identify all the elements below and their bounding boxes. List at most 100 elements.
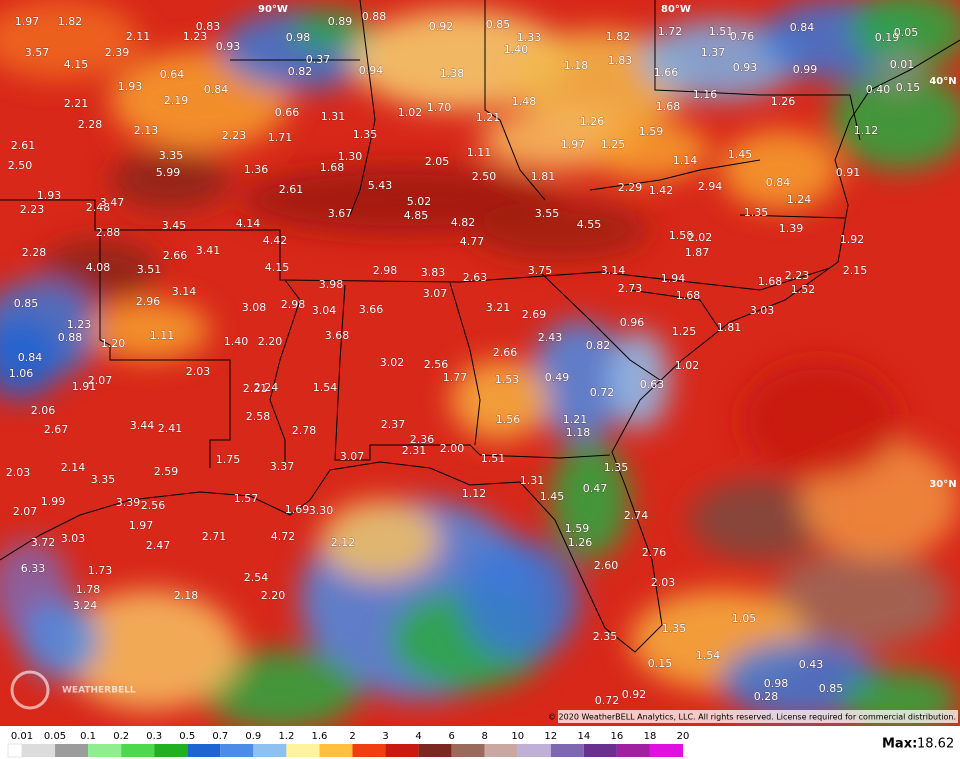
precip-value: 3.03 [61,532,86,545]
precip-blob [0,320,60,400]
precip-value: 2.50 [472,170,497,183]
precip-value: 2.24 [254,381,279,394]
precip-value: 2.23 [222,129,247,142]
precip-value: 1.12 [854,124,879,137]
precip-value: 0.85 [819,682,844,695]
precip-blob [850,0,960,70]
precip-value: 0.76 [730,30,755,43]
precip-value: 1.31 [520,474,545,487]
precip-value: 3.21 [486,301,511,314]
copyright-bg [558,710,958,723]
precip-value: 2.61 [279,183,304,196]
precip-value: 3.39 [116,496,141,509]
precip-value: 1.73 [88,564,113,577]
precip-value: 2.14 [61,461,86,474]
precip-blob [90,300,210,360]
precip-value: 2.23 [20,203,45,216]
precip-value: 2.05 [425,155,450,168]
precip-value: 0.91 [836,166,861,179]
legend-tick-label: 2 [349,731,355,742]
precip-value: 0.92 [429,20,454,33]
precip-value: 6.33 [21,562,46,575]
precip-value: 1.75 [216,453,241,466]
legend-tick-label: 0.2 [113,731,129,742]
precip-value: 2.29 [618,181,643,194]
precip-value: 1.40 [224,335,249,348]
precip-value: 3.83 [421,266,446,279]
precip-value: 3.03 [750,304,775,317]
precip-value: 1.83 [608,54,633,67]
precip-value: 1.93 [37,189,62,202]
precip-value: 1.59 [565,522,590,535]
precip-value: 3.04 [312,304,337,317]
precip-value: 0.63 [640,378,665,391]
legend-cell [55,744,89,757]
precip-value: 2.69 [522,308,547,321]
precip-value: 2.11 [126,30,151,43]
precip-value: 0.15 [896,81,921,94]
precip-value: 3.66 [359,303,384,316]
precip-value: 2.28 [22,246,47,259]
precip-value: 1.11 [467,146,492,159]
legend-cell [352,744,386,757]
precip-value: 2.63 [463,271,488,284]
precip-blob [720,130,840,210]
legend-cell [121,744,155,757]
precip-value: 2.76 [642,546,667,559]
precip-value: 4.42 [263,234,288,247]
precip-value: 2.50 [8,159,33,172]
precip-blob [320,500,440,580]
precip-value: 0.01 [890,58,915,71]
precip-value: 3.08 [242,301,267,314]
precip-field [0,0,960,726]
precip-value: 3.24 [73,599,98,612]
precip-value: 1.21 [563,413,588,426]
precip-value: 1.68 [758,275,783,288]
precip-blob [450,360,550,440]
precip-value: 3.75 [528,264,553,277]
legend-tick-label: 8 [482,731,488,742]
legend-cell [649,744,683,757]
precip-value: 2.00 [440,442,465,455]
precip-value: 2.56 [424,358,449,371]
precip-value: 1.02 [675,359,700,372]
precip-value: 0.93 [733,61,758,74]
precip-value: 2.56 [141,499,166,512]
precip-value: 1.53 [495,373,520,386]
precip-value: 1.94 [661,272,686,285]
precip-value: 2.74 [624,509,649,522]
precip-value: 2.96 [136,295,161,308]
precip-value: 1.87 [685,246,710,259]
precip-value: 0.83 [196,20,221,33]
precip-value: 1.78 [76,583,101,596]
precip-value: 5.99 [156,166,181,179]
legend-tick-label: 0.1 [80,731,96,742]
precip-value: 3.07 [423,287,448,300]
precip-value: 0.85 [14,297,39,310]
precip-value: 1.23 [183,30,208,43]
precip-value: 2.66 [493,346,518,359]
precip-value: 0.84 [790,21,815,34]
legend-cell [187,744,221,757]
precip-value: 0.82 [586,339,611,352]
precip-value: 1.31 [321,110,346,123]
legend-cell [88,744,122,757]
precip-value: 1.25 [601,138,626,151]
precip-value: 0.99 [793,63,818,76]
legend-cell [319,744,353,757]
precip-value: 1.24 [787,193,812,206]
legend-cell [583,744,617,757]
legend-cell [22,744,56,757]
legend-cell [7,743,23,758]
precip-value: 1.68 [656,100,681,113]
precip-value: 0.88 [58,331,83,344]
precip-value: 4.15 [64,58,89,71]
precip-blob [530,320,630,440]
precip-blob [20,600,100,680]
precip-value: 2.07 [88,374,113,387]
logo-mark [10,670,50,710]
precip-value: 3.57 [25,46,50,59]
precip-value: 1.45 [540,490,565,503]
precip-value: 3.35 [159,149,184,162]
precip-value: 1.54 [696,649,721,662]
